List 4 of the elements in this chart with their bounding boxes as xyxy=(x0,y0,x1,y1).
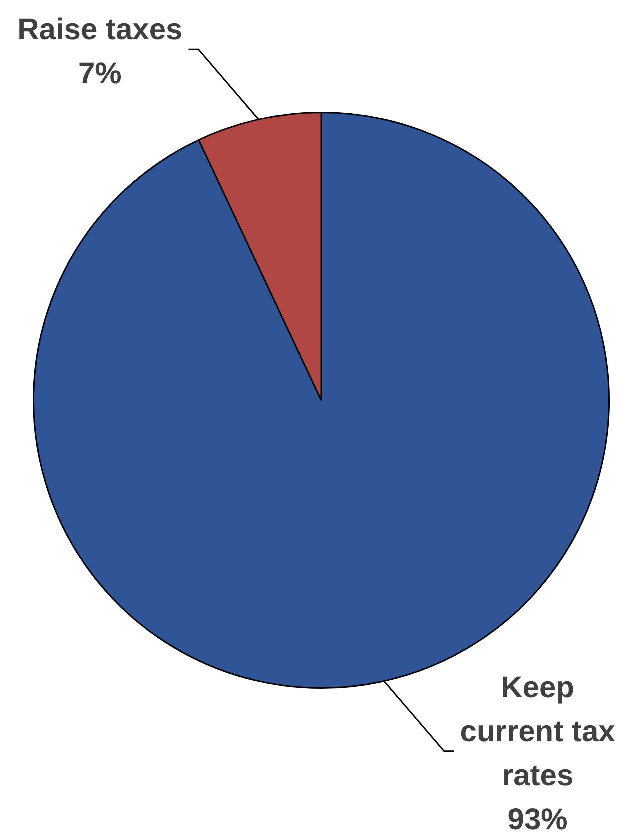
data-label: 7% xyxy=(78,58,122,91)
data-label: 93% xyxy=(508,803,568,836)
slice-label: Raise taxes xyxy=(18,14,183,47)
slice-label: Keep current tax rates xyxy=(460,671,616,792)
